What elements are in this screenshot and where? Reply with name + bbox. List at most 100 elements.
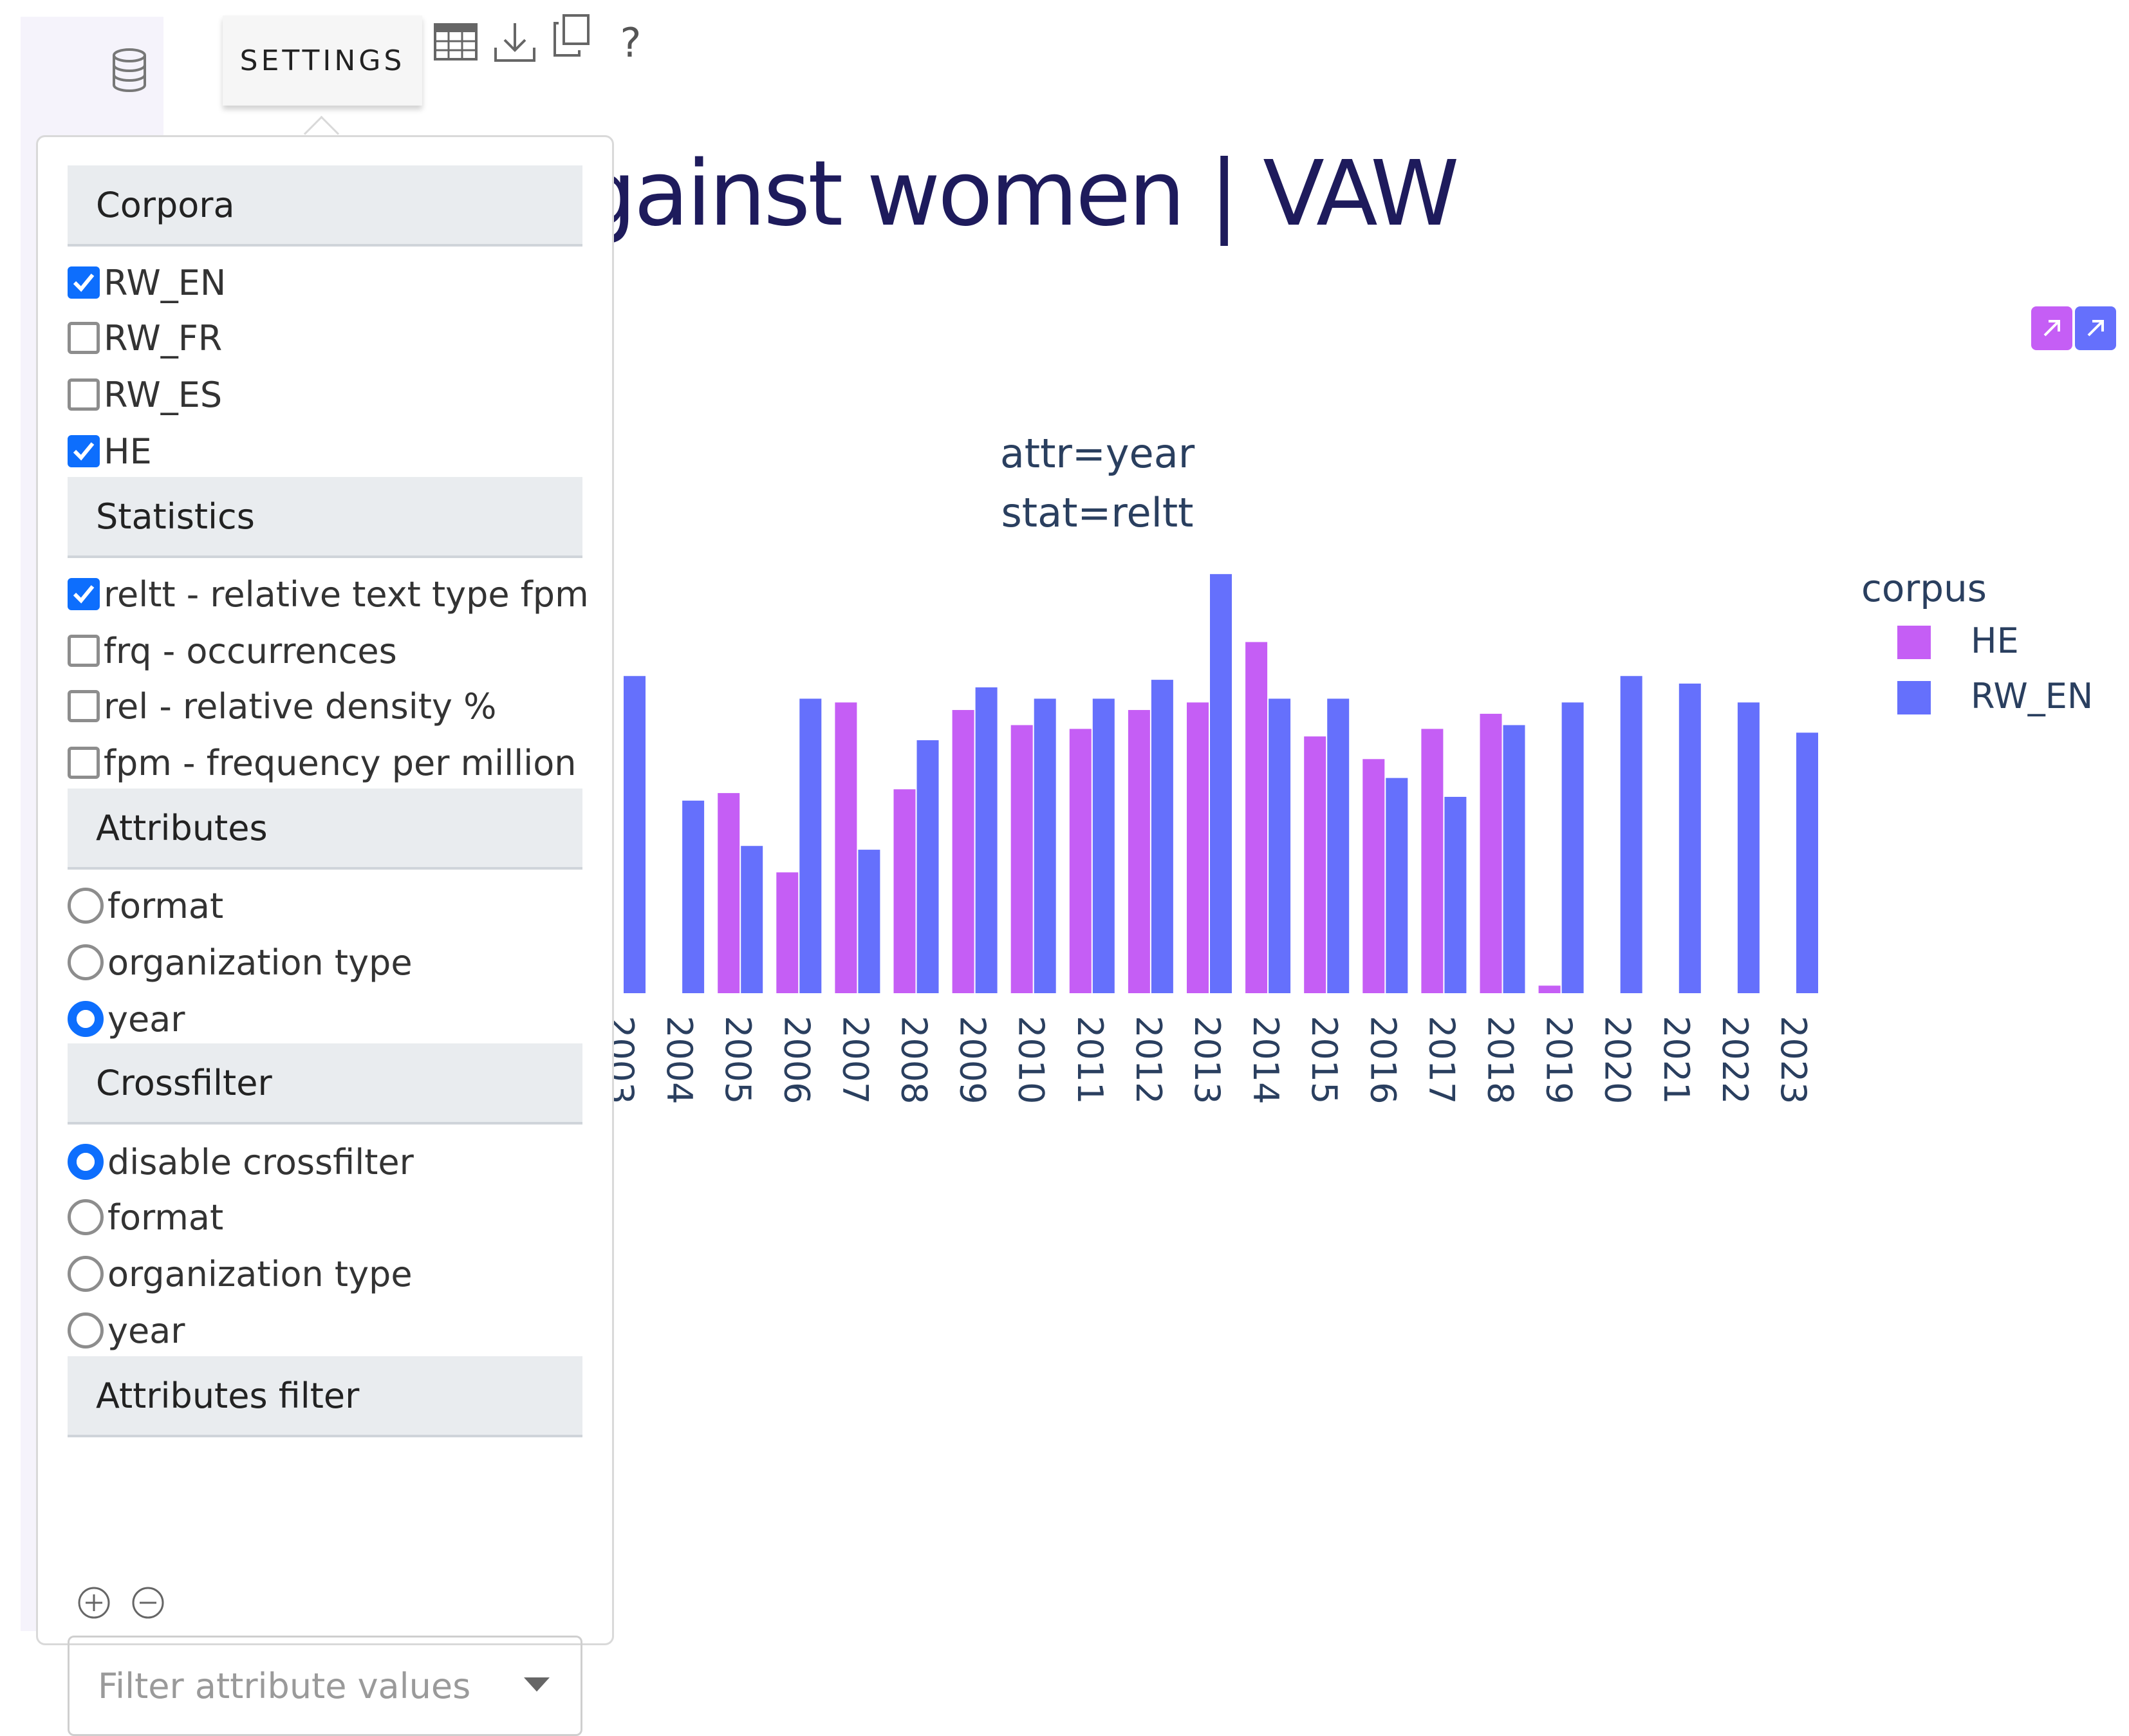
table-icon[interactable] <box>432 19 479 64</box>
radio-selected[interactable] <box>68 1144 104 1180</box>
bar-he-2019[interactable] <box>1538 985 1561 993</box>
corpus-option-he[interactable]: HE <box>68 425 152 477</box>
bar-rw-en-2019[interactable] <box>1561 702 1584 993</box>
legend-swatch-rw-en[interactable] <box>1897 681 1931 714</box>
bar-he-2010[interactable] <box>1010 725 1033 993</box>
radio-unselected[interactable] <box>68 1199 104 1235</box>
stat-option-rel[interactable]: rel - relative density % <box>68 680 496 732</box>
x-tick-label-2014: 2014 <box>1245 1016 1286 1104</box>
stat-option-fpm[interactable]: fpm - frequency per million <box>68 737 576 789</box>
chevron-down-icon <box>524 1677 550 1692</box>
attribute-option-year[interactable]: year <box>68 993 185 1045</box>
bar-rw-en-2017[interactable] <box>1444 796 1467 993</box>
crossfilter-option-format[interactable]: format <box>68 1191 223 1243</box>
help-icon[interactable]: ? <box>620 19 642 66</box>
bar-rw-en-2008[interactable] <box>916 740 939 993</box>
bar-he-2012[interactable] <box>1128 710 1150 993</box>
bar-rw-en-2023[interactable] <box>1796 733 1818 993</box>
crossfilter-option-disable[interactable]: disable crossfilter <box>68 1136 414 1188</box>
radio-unselected[interactable] <box>68 1312 104 1349</box>
checkbox-unchecked[interactable] <box>68 322 100 354</box>
bar-he-2009[interactable] <box>952 710 974 993</box>
corpus-option-rw-es[interactable]: RW_ES <box>68 369 222 420</box>
bar-rw-en-2003[interactable] <box>624 676 646 993</box>
option-label: year <box>107 998 185 1040</box>
crossfilter-header: Crossfilter <box>68 1043 582 1125</box>
expand-he-button[interactable] <box>2031 306 2072 350</box>
bar-he-2016[interactable] <box>1362 759 1385 993</box>
corpus-option-rw-fr[interactable]: RW_FR <box>68 312 222 364</box>
arrow-up-right-icon <box>2087 320 2104 337</box>
x-tick-label-2004: 2004 <box>659 1016 700 1104</box>
bar-rw-en-2005[interactable] <box>741 846 763 993</box>
corpus-option-rw-en[interactable]: RW_EN <box>68 257 226 308</box>
option-label: fpm - frequency per million <box>104 742 577 783</box>
filter-attribute-values-select[interactable]: Filter attribute values <box>68 1636 582 1736</box>
bar-rw-en-2020[interactable] <box>1620 676 1642 993</box>
bar-he-2006[interactable] <box>776 872 799 993</box>
stat-option-frq[interactable]: frq - occurrences <box>68 625 397 677</box>
x-tick-label-2005: 2005 <box>718 1016 758 1104</box>
bar-rw-en-2013[interactable] <box>1210 574 1232 993</box>
bar-rw-en-2012[interactable] <box>1151 680 1173 993</box>
radio-selected[interactable] <box>68 1001 104 1037</box>
radio-unselected[interactable] <box>68 1256 104 1292</box>
stat-option-reltt[interactable]: reltt - relative text type fpm <box>68 568 589 620</box>
legend-label-rw-en[interactable]: RW_EN <box>1971 676 2094 716</box>
bar-rw-en-2009[interactable] <box>975 687 998 993</box>
database-icon[interactable] <box>109 48 149 93</box>
bar-he-2017[interactable] <box>1421 729 1444 993</box>
bar-he-2007[interactable] <box>835 702 857 993</box>
bar-rw-en-2010[interactable] <box>1034 698 1056 993</box>
radio-unselected[interactable] <box>68 888 104 924</box>
remove-circle-icon[interactable] <box>131 1585 165 1620</box>
option-label: RW_ES <box>104 374 223 415</box>
bar-rw-en-2022[interactable] <box>1737 702 1760 993</box>
checkbox-unchecked[interactable] <box>68 378 100 411</box>
x-tick-label-2020: 2020 <box>1597 1016 1638 1104</box>
add-circle-icon[interactable] <box>77 1585 111 1620</box>
legend-title: corpus <box>1861 566 1987 610</box>
crossfilter-option-organization-type[interactable]: organization type <box>68 1248 413 1300</box>
bar-rw-en-2015[interactable] <box>1327 698 1350 993</box>
x-tick-label-2013: 2013 <box>1187 1016 1227 1104</box>
bar-he-2013[interactable] <box>1187 702 1209 993</box>
crossfilter-option-year[interactable]: year <box>68 1305 185 1356</box>
bar-rw-en-2016[interactable] <box>1386 778 1408 993</box>
expand-rw-en-button[interactable] <box>2075 306 2116 350</box>
x-tick-label-2018: 2018 <box>1480 1016 1521 1104</box>
download-icon[interactable] <box>492 19 538 66</box>
legend-label-he[interactable]: HE <box>1971 621 2019 661</box>
attributes-header: Attributes <box>68 789 582 870</box>
checkbox-unchecked[interactable] <box>68 747 100 779</box>
checkbox-checked[interactable] <box>68 435 100 467</box>
bar-he-2018[interactable] <box>1480 713 1502 993</box>
bar-rw-en-2021[interactable] <box>1678 683 1701 993</box>
settings-button[interactable]: SETTINGS <box>223 15 422 106</box>
bar-he-2014[interactable] <box>1245 642 1268 993</box>
bar-he-2005[interactable] <box>718 793 740 993</box>
checkbox-checked[interactable] <box>68 578 100 610</box>
bar-rw-en-2004[interactable] <box>682 800 705 993</box>
bar-rw-en-2011[interactable] <box>1092 698 1115 993</box>
radio-unselected[interactable] <box>68 944 104 980</box>
bar-he-2011[interactable] <box>1069 729 1092 993</box>
bar-he-2008[interactable] <box>893 789 916 993</box>
copy-icon[interactable] <box>551 13 592 59</box>
x-tick-label-2008: 2008 <box>894 1016 934 1104</box>
bar-rw-en-2007[interactable] <box>858 850 880 993</box>
checkbox-unchecked[interactable] <box>68 635 100 667</box>
legend-swatch-he[interactable] <box>1897 626 1931 659</box>
option-label: rel - relative density % <box>104 686 497 727</box>
bar-he-2015[interactable] <box>1304 736 1326 993</box>
bar-rw-en-2018[interactable] <box>1503 725 1525 993</box>
bar-rw-en-2006[interactable] <box>799 698 822 993</box>
attribute-option-organization-type[interactable]: organization type <box>68 937 413 988</box>
x-tick-label-2010: 2010 <box>1011 1016 1052 1104</box>
checkbox-checked[interactable] <box>68 266 100 299</box>
x-tick-label-2023: 2023 <box>1773 1016 1814 1104</box>
option-label: disable crossfilter <box>107 1141 414 1182</box>
checkbox-unchecked[interactable] <box>68 690 100 722</box>
bar-rw-en-2014[interactable] <box>1269 698 1291 993</box>
attribute-option-format[interactable]: format <box>68 880 223 931</box>
